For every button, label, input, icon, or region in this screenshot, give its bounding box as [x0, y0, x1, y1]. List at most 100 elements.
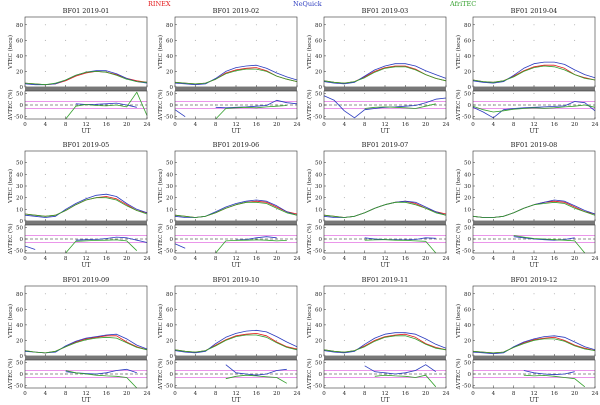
- grid-dot: [492, 250, 494, 252]
- series-line-afritec: [472, 104, 596, 113]
- series-line-nequick: [225, 364, 287, 376]
- grid-dot: [105, 385, 107, 387]
- x-tick-label: 24: [443, 122, 450, 128]
- series-line-nequick: [24, 236, 148, 250]
- x-tick-label: 12: [83, 122, 90, 128]
- y-tick-label: 10: [16, 207, 23, 213]
- grid-dot: [276, 197, 278, 199]
- grid-dot: [513, 197, 515, 199]
- grid-dot: [364, 24, 366, 26]
- grid-dot: [235, 208, 237, 210]
- grid-dot: [343, 162, 345, 164]
- series-line-afritec: [215, 105, 287, 120]
- grid-dot: [574, 250, 576, 252]
- y-axis-label: VTEC (tecu): [455, 169, 462, 204]
- grid-dot: [533, 24, 535, 26]
- x-tick-label: 0: [173, 256, 177, 262]
- x-tick-label: 12: [83, 256, 90, 262]
- grid-dot: [533, 92, 535, 94]
- grid-dot: [404, 308, 406, 310]
- x-tick-label: 24: [144, 391, 151, 397]
- grid-dot: [105, 208, 107, 210]
- y-axis-label: ΔVTEC (%): [157, 89, 164, 120]
- grid-dot: [65, 173, 67, 175]
- grid-dot: [235, 250, 237, 252]
- grid-dot: [404, 226, 406, 228]
- x-tick-label: 0: [23, 256, 27, 262]
- grid-dot: [364, 55, 366, 57]
- series-line-nequick: [513, 236, 575, 241]
- grid-dot: [492, 162, 494, 164]
- grid-dot: [425, 385, 427, 387]
- y-tick-label: 80: [315, 23, 322, 29]
- series-line-afritec: [323, 66, 447, 84]
- x-tick-label: 12: [233, 122, 240, 128]
- x-tick-label: 16: [103, 256, 110, 262]
- y-axis-label: ΔVTEC (%): [157, 223, 164, 254]
- grid-dot: [533, 308, 535, 310]
- y-tick-label: 30: [315, 184, 322, 190]
- grid-dot: [126, 226, 128, 228]
- grid-dot: [492, 339, 494, 341]
- grid-dot: [513, 55, 515, 57]
- grid-dot: [533, 250, 535, 252]
- x-tick-label: 8: [512, 391, 516, 397]
- grid-dot: [85, 116, 87, 118]
- vtec-frame: [174, 285, 298, 357]
- grid-dot: [404, 70, 406, 72]
- grid-dot: [215, 173, 217, 175]
- grid-dot: [553, 226, 555, 228]
- x-axis-label: UT: [529, 397, 538, 404]
- grid-dot: [533, 208, 535, 210]
- grid-dot: [126, 70, 128, 72]
- subplot-title: BF01 2019-08: [511, 141, 558, 149]
- grid-dot: [276, 24, 278, 26]
- grid-dot: [44, 208, 46, 210]
- x-tick-label: 0: [173, 391, 177, 397]
- grid-dot: [425, 361, 427, 363]
- x-tick-label: 16: [551, 122, 558, 128]
- grid-dot: [65, 197, 67, 199]
- grid-dot: [492, 197, 494, 199]
- grid-dot: [126, 308, 128, 310]
- grid-dot: [574, 226, 576, 228]
- y-axis-label: ΔVTEC (%): [7, 89, 14, 120]
- series-line-rinex: [174, 67, 298, 85]
- grid-dot: [65, 324, 67, 326]
- grid-dot: [44, 250, 46, 252]
- y-tick-label: -50: [462, 384, 471, 390]
- grid-dot: [574, 173, 576, 175]
- grid-dot: [364, 385, 366, 387]
- grid-dot: [85, 55, 87, 57]
- y-axis-label: ΔVTEC (%): [306, 358, 313, 389]
- grid-dot: [255, 24, 257, 26]
- y-tick-label: -50: [462, 115, 471, 121]
- x-tick-label: 4: [492, 122, 496, 128]
- grid-dot: [215, 385, 217, 387]
- grid-dot: [44, 185, 46, 187]
- panel-separator: [25, 356, 147, 360]
- grid-dot: [364, 250, 366, 252]
- grid-dot: [533, 385, 535, 387]
- y-tick-label: 50: [16, 360, 23, 366]
- y-axis-label: ΔVTEC (%): [7, 223, 14, 254]
- x-tick-label: 4: [492, 391, 496, 397]
- x-tick-label: 12: [233, 391, 240, 397]
- grid-dot: [276, 293, 278, 295]
- grid-dot: [194, 250, 196, 252]
- grid-dot: [425, 250, 427, 252]
- y-tick-label: 60: [166, 38, 173, 44]
- grid-dot: [235, 385, 237, 387]
- grid-dot: [105, 116, 107, 118]
- grid-dot: [255, 293, 257, 295]
- y-tick-label: 20: [166, 338, 173, 344]
- grid-dot: [194, 293, 196, 295]
- grid-dot: [65, 55, 67, 57]
- grid-dot: [574, 308, 576, 310]
